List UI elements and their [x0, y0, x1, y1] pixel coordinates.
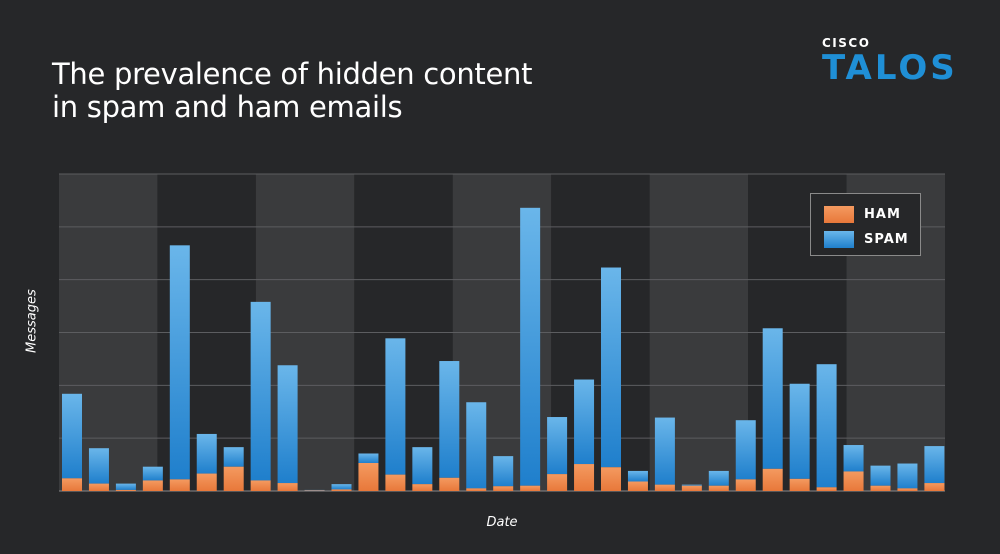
- bar-spam: [277, 365, 298, 484]
- bar-ham: [250, 480, 271, 491]
- bar-spam: [843, 445, 864, 472]
- bar-ham: [385, 474, 406, 491]
- chart-title-line-2: in spam and ham emails: [52, 90, 403, 124]
- legend: HAM SPAM: [810, 193, 921, 256]
- bar-spam: [304, 489, 325, 491]
- bar-spam: [115, 483, 136, 490]
- bar-ham: [142, 480, 163, 491]
- bar-ham: [789, 478, 810, 491]
- bar-ham: [627, 481, 648, 491]
- bar-spam: [735, 420, 756, 480]
- bar-ham: [169, 479, 190, 491]
- bar-spam: [250, 301, 271, 481]
- bar-spam: [870, 465, 891, 486]
- bar-spam: [493, 456, 514, 487]
- legend-item-spam: SPAM: [824, 230, 909, 248]
- bar-spam: [574, 379, 595, 465]
- bar-spam: [924, 446, 945, 484]
- bar-ham: [681, 485, 702, 491]
- bar-ham: [924, 483, 945, 491]
- bar-ham: [223, 466, 244, 491]
- bar-ham: [870, 485, 891, 491]
- bar-spam: [897, 463, 918, 489]
- bar-ham: [547, 474, 568, 491]
- logo-cisco-text: CISCO: [822, 36, 871, 50]
- bar-ham: [412, 484, 433, 491]
- bar-ham: [601, 467, 621, 491]
- bar-ham: [196, 473, 217, 491]
- bar-spam: [654, 417, 675, 485]
- bar-spam: [88, 448, 109, 484]
- bar-spam: [439, 361, 460, 478]
- bar-ham: [88, 483, 109, 491]
- bar-ham: [654, 484, 675, 491]
- bar-ham: [708, 485, 729, 491]
- bar-spam: [358, 453, 379, 463]
- legend-label-ham: HAM: [864, 206, 901, 222]
- bar-ham: [897, 488, 918, 491]
- bar-ham: [520, 485, 541, 491]
- bars: [62, 207, 945, 491]
- bar-ham: [439, 477, 460, 491]
- bar-spam: [816, 364, 837, 488]
- cisco-talos-logo: CISCO TALOS: [822, 36, 967, 88]
- bar-ham: [466, 488, 487, 491]
- bar-spam: [331, 484, 352, 490]
- bar-spam: [142, 466, 163, 481]
- chart-title: The prevalence of hidden content in spam…: [52, 57, 533, 124]
- bar-ham: [735, 479, 756, 491]
- chart-title-line-1: The prevalence of hidden content: [52, 57, 533, 91]
- bar-ham: [493, 486, 514, 491]
- bar-ham: [762, 468, 783, 491]
- bar-spam: [385, 338, 406, 475]
- bar-ham: [62, 478, 82, 491]
- bar-spam: [681, 484, 702, 486]
- bar-spam: [223, 447, 244, 467]
- bar-spam: [169, 245, 190, 480]
- logo-talos-text: TALOS: [822, 48, 958, 88]
- bar-spam: [789, 383, 810, 479]
- bar-spam: [466, 402, 487, 489]
- bar-ham: [843, 471, 864, 491]
- bar-spam: [62, 393, 82, 479]
- bar-spam: [196, 433, 217, 474]
- bar-ham: [304, 490, 325, 491]
- bar-spam: [601, 267, 621, 468]
- bar-ham: [358, 462, 379, 491]
- bar-spam: [547, 417, 568, 475]
- bar-ham: [277, 483, 298, 491]
- x-axis-label: Date: [486, 515, 518, 530]
- legend-swatch-ham: [824, 205, 854, 223]
- bar-spam: [520, 207, 541, 486]
- bar-ham: [115, 489, 136, 491]
- bar-ham: [331, 489, 352, 491]
- legend-swatch-spam: [824, 230, 854, 248]
- bar-spam: [708, 470, 729, 486]
- legend-label-spam: SPAM: [864, 231, 909, 247]
- legend-item-ham: HAM: [824, 205, 901, 223]
- bar-spam: [412, 447, 433, 485]
- bar-ham: [574, 464, 595, 491]
- bar-spam: [627, 470, 648, 482]
- bar-spam: [762, 328, 783, 469]
- bar-ham: [816, 487, 837, 491]
- y-axis-label: Messages: [24, 289, 40, 353]
